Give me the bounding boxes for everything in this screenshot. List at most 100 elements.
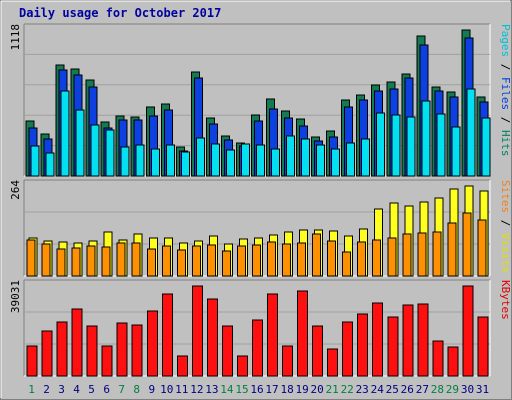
panel-visits-legend-part-0: Sites bbox=[499, 180, 512, 213]
bar-pages-day-22 bbox=[346, 142, 356, 177]
x-tick-label-day-15: 15 bbox=[235, 383, 248, 396]
bar-pages-day-12 bbox=[195, 137, 205, 177]
bar-sites-day-18 bbox=[282, 243, 291, 277]
bar-kbytes-day-4 bbox=[71, 308, 83, 377]
x-tick-label-day-6: 6 bbox=[103, 383, 110, 396]
bar-sites-day-12 bbox=[191, 245, 201, 277]
x-tick-label-day-23: 23 bbox=[356, 383, 369, 396]
bar-sites-day-25 bbox=[387, 237, 397, 277]
panel-hits-legend-part-1: / bbox=[499, 57, 512, 77]
bar-kbytes-day-17 bbox=[267, 293, 278, 377]
panel-visits-legend-part-2: Visits bbox=[499, 233, 512, 273]
bar-sites-day-3 bbox=[56, 248, 66, 277]
bar-kbytes-day-27 bbox=[417, 303, 429, 377]
bar-pages-day-31 bbox=[481, 117, 491, 177]
bar-sites-day-29 bbox=[447, 222, 457, 277]
bar-kbytes-day-11 bbox=[176, 355, 188, 377]
x-tick-label-day-29: 29 bbox=[446, 383, 459, 396]
x-tick-label-day-24: 24 bbox=[371, 383, 385, 396]
x-tick-label-day-1: 1 bbox=[28, 383, 35, 396]
bar-pages-day-21 bbox=[331, 148, 341, 177]
bar-pages-day-13 bbox=[210, 143, 220, 177]
panel-visits: 264 Sites / Visits bbox=[9, 179, 512, 277]
bar-pages-day-25 bbox=[391, 114, 401, 177]
x-tick-label-day-3: 3 bbox=[58, 383, 65, 396]
bar-pages-day-11 bbox=[180, 151, 190, 177]
bar-pages-day-15 bbox=[241, 143, 250, 177]
bar-pages-day-3 bbox=[60, 90, 70, 177]
bar-kbytes-day-3 bbox=[56, 321, 68, 377]
bar-kbytes-day-24 bbox=[372, 302, 384, 377]
bar-pages-day-10 bbox=[165, 144, 175, 177]
bar-kbytes-day-12 bbox=[191, 285, 203, 377]
bar-pages-day-19 bbox=[301, 138, 311, 177]
bar-kbytes-day-25 bbox=[387, 316, 399, 377]
bar-sites-day-1 bbox=[26, 239, 36, 277]
bar-pages-day-16 bbox=[256, 144, 265, 177]
bar-sites-day-31 bbox=[477, 219, 487, 277]
x-tick-label-day-26: 26 bbox=[401, 383, 414, 396]
bar-sites-day-8 bbox=[131, 242, 141, 277]
bar-kbytes-day-30 bbox=[462, 285, 474, 377]
bar-pages-day-9 bbox=[150, 148, 160, 177]
x-tick-label-day-14: 14 bbox=[220, 383, 234, 396]
panel-kbytes: 39031 KBytes bbox=[9, 279, 512, 377]
x-tick-label-day-25: 25 bbox=[386, 383, 399, 396]
x-tick-label-day-17: 17 bbox=[265, 383, 278, 396]
bar-sites-day-19 bbox=[297, 242, 307, 277]
bar-pages-day-4 bbox=[75, 109, 85, 177]
bar-sites-day-10 bbox=[161, 245, 171, 277]
x-tick-label-day-2: 2 bbox=[43, 383, 50, 396]
bar-kbytes-day-2 bbox=[41, 330, 53, 377]
bar-sites-day-22 bbox=[342, 251, 352, 277]
bar-pages-day-8 bbox=[135, 144, 145, 177]
bar-kbytes-day-29 bbox=[447, 346, 459, 377]
bar-sites-day-13 bbox=[206, 244, 216, 277]
bar-pages-day-6 bbox=[105, 129, 115, 177]
bar-sites-day-17 bbox=[267, 241, 276, 277]
bar-pages-day-18 bbox=[286, 135, 295, 177]
bar-kbytes-day-23 bbox=[357, 313, 369, 377]
x-tick-label-day-30: 30 bbox=[461, 383, 474, 396]
bar-kbytes-day-28 bbox=[432, 340, 444, 377]
panel-visits-legend-part-1: / bbox=[499, 213, 512, 233]
bar-kbytes-day-6 bbox=[101, 345, 113, 377]
panel-hits-legend: Pages / Files / Hits bbox=[499, 24, 512, 157]
bar-sites-day-14 bbox=[221, 250, 231, 277]
x-tick-label-day-31: 31 bbox=[476, 383, 489, 396]
panel-hits-legend-part-4: Hits bbox=[499, 130, 512, 157]
bar-pages-day-28 bbox=[436, 113, 446, 177]
bar-kbytes-day-15 bbox=[237, 355, 248, 377]
x-tick-label-day-18: 18 bbox=[280, 383, 293, 396]
x-tick-label-day-21: 21 bbox=[326, 383, 339, 396]
bar-sites-day-15 bbox=[237, 245, 246, 277]
x-tick-label-day-27: 27 bbox=[416, 383, 429, 396]
x-tick-label-day-9: 9 bbox=[148, 383, 155, 396]
bar-kbytes-day-10 bbox=[161, 293, 173, 377]
bar-kbytes-day-7 bbox=[116, 322, 128, 377]
bar-sites-day-24 bbox=[372, 239, 382, 277]
bar-pages-day-7 bbox=[120, 146, 130, 177]
panel-visits-ymax-label: 264 bbox=[9, 180, 22, 200]
x-tick-label-day-5: 5 bbox=[88, 383, 95, 396]
bar-pages-day-2 bbox=[45, 152, 55, 177]
bar-sites-day-5 bbox=[86, 245, 96, 277]
x-tick-label-day-16: 16 bbox=[250, 383, 263, 396]
panel-kbytes-legend: KBytes bbox=[499, 280, 512, 320]
bar-sites-day-20 bbox=[312, 233, 322, 277]
bar-kbytes-day-9 bbox=[146, 310, 158, 377]
chart-title: Daily usage for October 2017 bbox=[19, 6, 221, 20]
panel-hits-legend-part-0: Pages bbox=[499, 24, 512, 57]
bar-pages-day-1 bbox=[30, 145, 40, 177]
bar-sites-day-11 bbox=[176, 249, 186, 277]
bar-sites-day-21 bbox=[327, 240, 337, 277]
x-tick-label-day-20: 20 bbox=[310, 383, 323, 396]
panel-hits: 1118 Pages / Files / Hits bbox=[9, 23, 512, 177]
bar-pages-day-17 bbox=[271, 148, 280, 177]
x-tick-label-day-7: 7 bbox=[118, 383, 125, 396]
bar-kbytes-day-16 bbox=[252, 319, 263, 377]
bar-pages-day-24 bbox=[376, 112, 386, 177]
panel-kbytes-legend-part-0: KBytes bbox=[499, 280, 512, 320]
